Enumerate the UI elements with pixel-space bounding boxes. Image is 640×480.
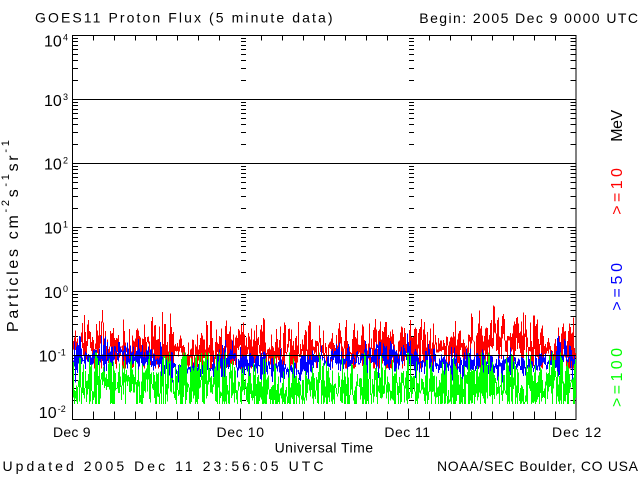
svg-text:Universal Time: Universal Time — [275, 439, 374, 455]
svg-text:Dec 10: Dec 10 — [217, 424, 265, 440]
svg-text:Updated 2005 Dec 11 23:56:05 U: Updated 2005 Dec 11 23:56:05 UTC — [3, 458, 324, 474]
svg-text:Dec 12: Dec 12 — [552, 424, 602, 440]
svg-text:NOAA/SEC Boulder, CO USA: NOAA/SEC Boulder, CO USA — [437, 458, 639, 474]
svg-text:GOES11 Proton Flux (5 minute d: GOES11 Proton Flux (5 minute data) — [35, 10, 333, 26]
svg-text:Dec 11: Dec 11 — [384, 424, 430, 440]
svg-text:Dec 9: Dec 9 — [53, 424, 91, 440]
svg-text:Begin: 2005 Dec 9 0000 UTC: Begin: 2005 Dec 9 0000 UTC — [419, 10, 638, 26]
svg-text:>=100: >=100 — [609, 348, 626, 407]
svg-text:MeV: MeV — [609, 109, 626, 141]
